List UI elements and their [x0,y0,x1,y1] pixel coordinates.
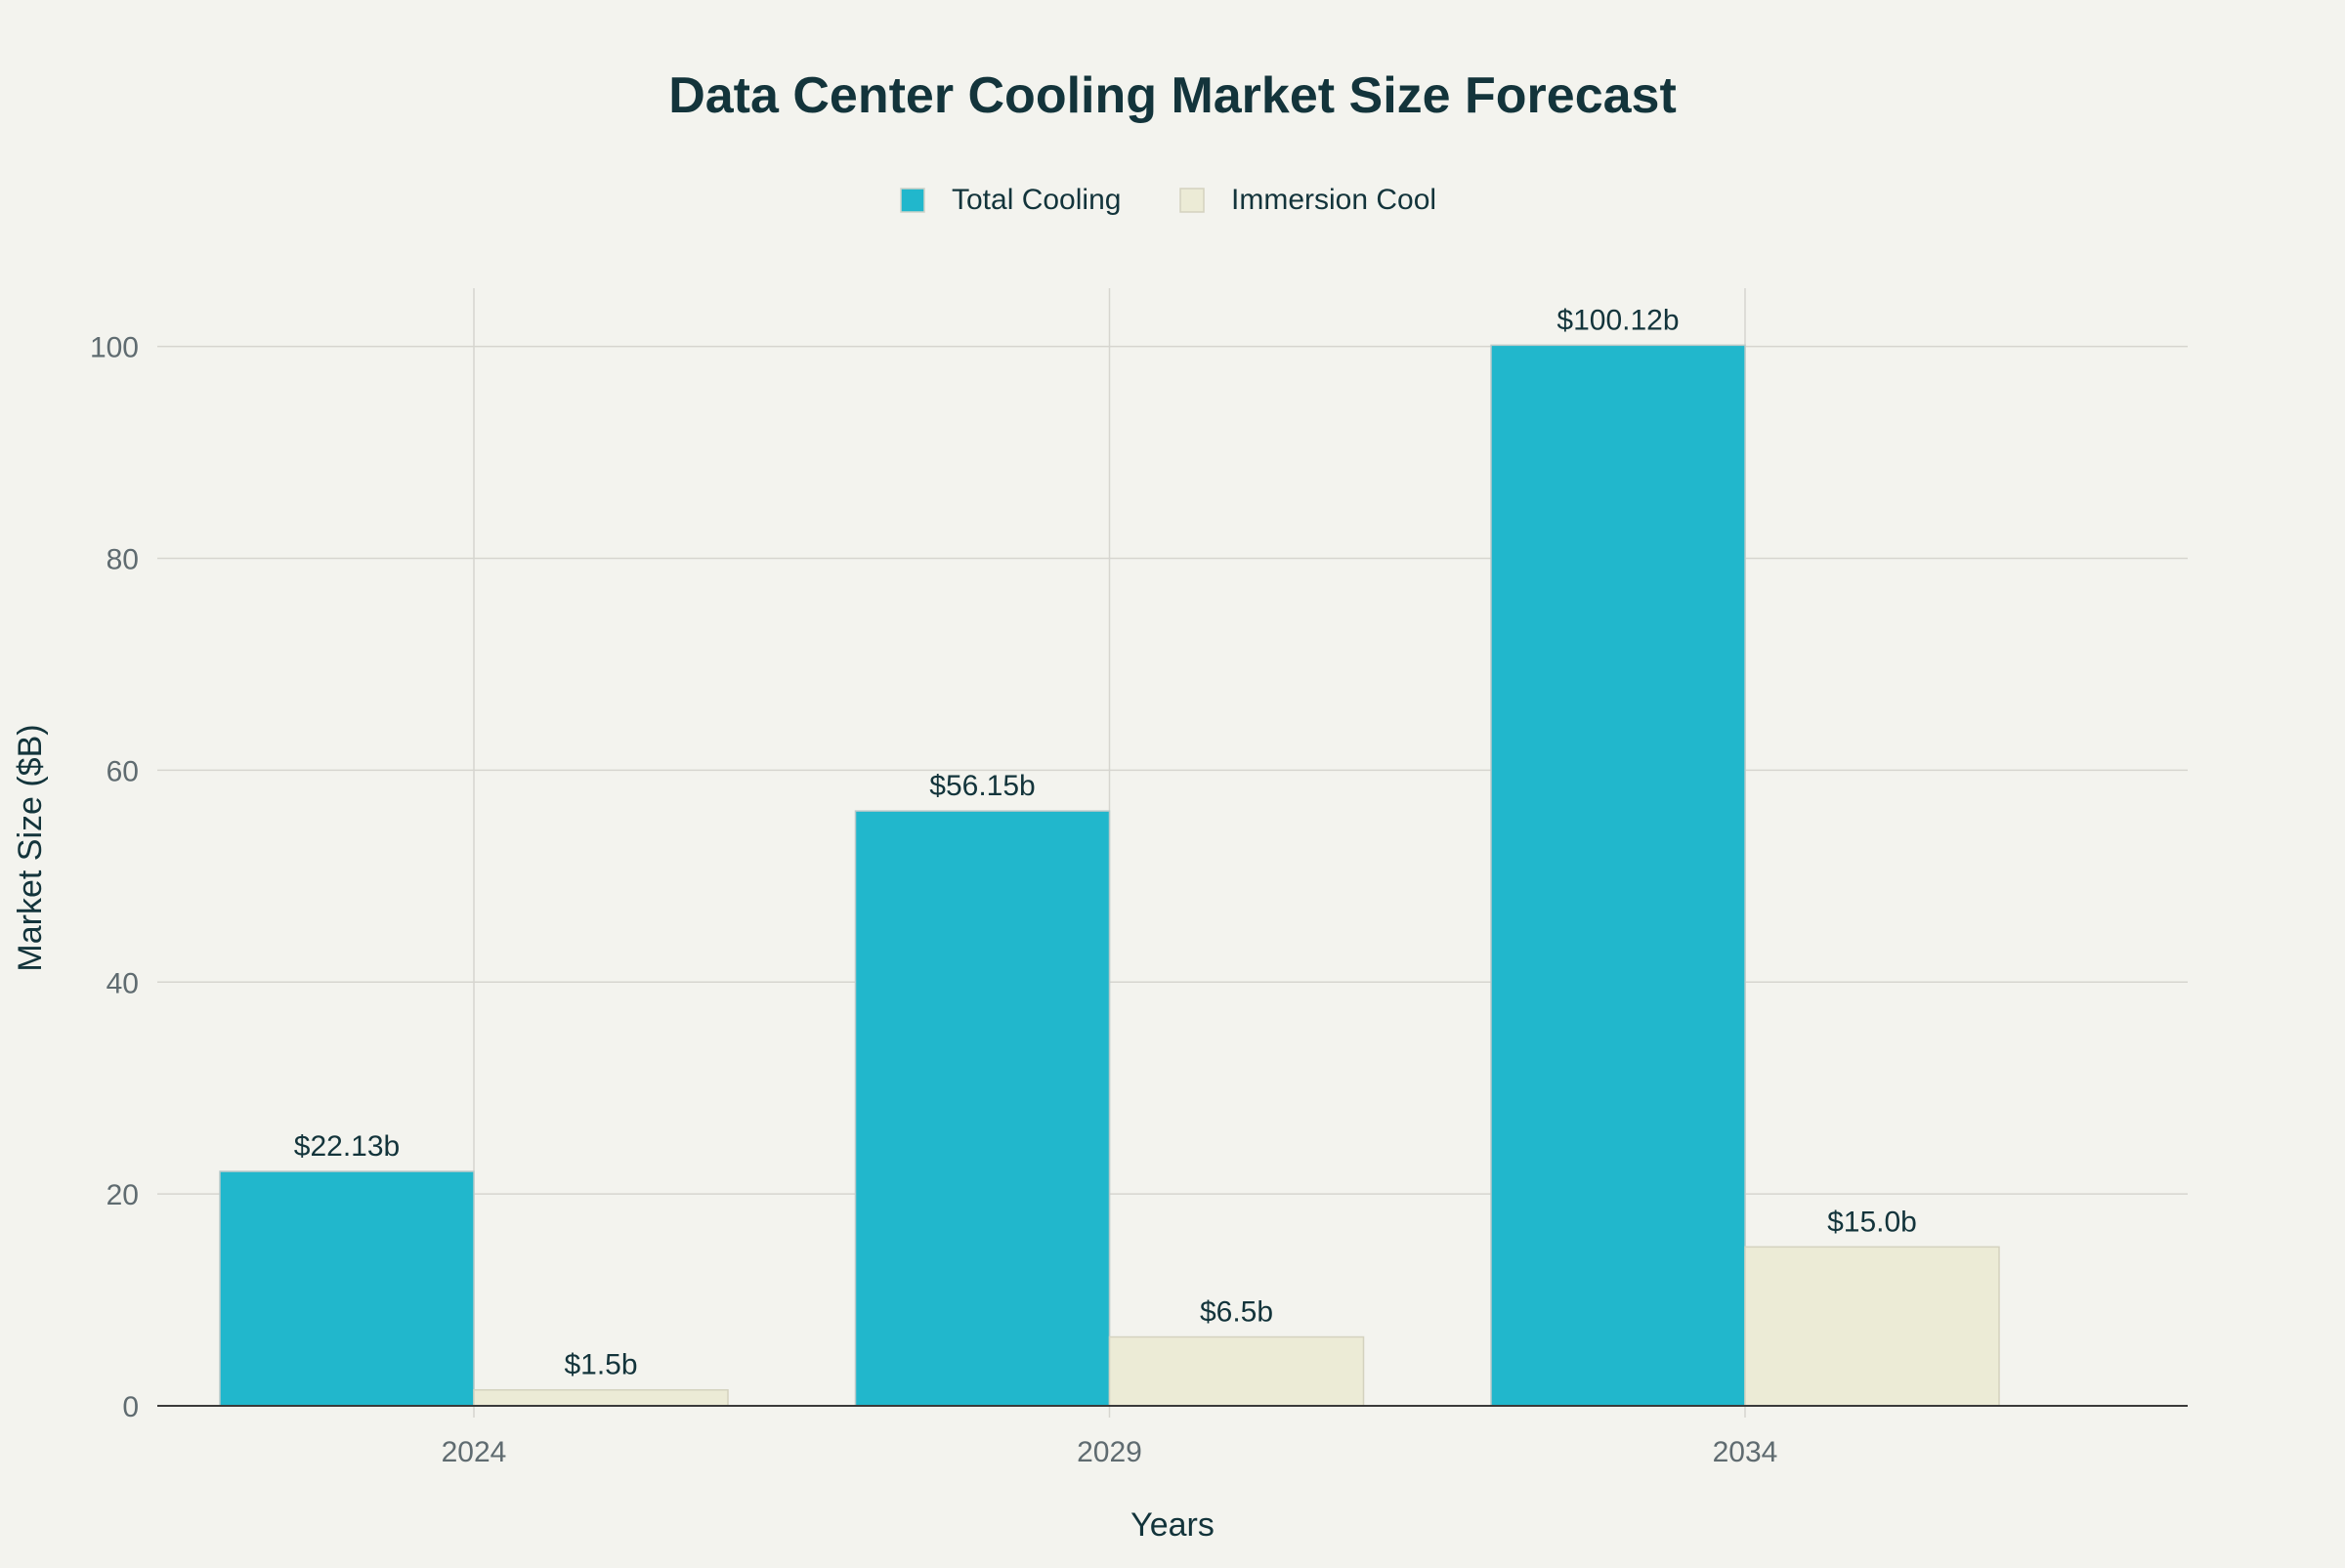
data-label: $22.13b [294,1130,400,1163]
bar-total-cooling [219,1170,475,1407]
bar-total-cooling [854,810,1111,1407]
data-label: $56.15b [929,770,1035,802]
bar-immersion-cool [1744,1246,2000,1407]
data-label: $100.12b [1556,304,1679,336]
y-axis-ticks: 0 20 40 60 80 100 [90,332,139,1423]
gridlines [157,288,2188,1418]
y-axis-label: Market Size ($B) [12,724,49,971]
data-label: $1.5b [564,1349,637,1381]
bar-total-cooling [1490,344,1746,1407]
bars: $22.13b $56.15b $100.12b $1.5b $6.5b $15.0b [219,304,2000,1407]
legend: Total Cooling Immersion Cool [900,184,1436,216]
bar-immersion-cool [1108,1335,1365,1407]
y-tick-label: 20 [107,1179,139,1211]
legend-swatch-immersion-cool [1179,188,1205,213]
bar-immersion-cool [473,1388,729,1407]
x-tick-label: 2024 [442,1436,507,1468]
legend-swatch-total-cooling [900,188,925,213]
data-label: $15.0b [1827,1206,1917,1238]
x-axis-label: Years [1130,1506,1215,1544]
y-tick-label: 80 [107,544,139,576]
legend-label-immersion-cool: Immersion Cool [1231,184,1436,216]
x-tick-label: 2029 [1077,1436,1142,1468]
y-tick-label: 60 [107,755,139,787]
data-label: $6.5b [1200,1296,1273,1329]
y-tick-label: 0 [122,1391,139,1423]
y-tick-label: 40 [107,967,139,999]
legend-label-total-cooling: Total Cooling [952,184,1121,216]
x-tick-label: 2034 [1713,1436,1778,1468]
y-tick-label: 100 [90,332,139,364]
chart-title: Data Center Cooling Market Size Forecast [668,67,1677,124]
x-axis-ticks: 2024 2029 2034 [442,1436,1778,1468]
